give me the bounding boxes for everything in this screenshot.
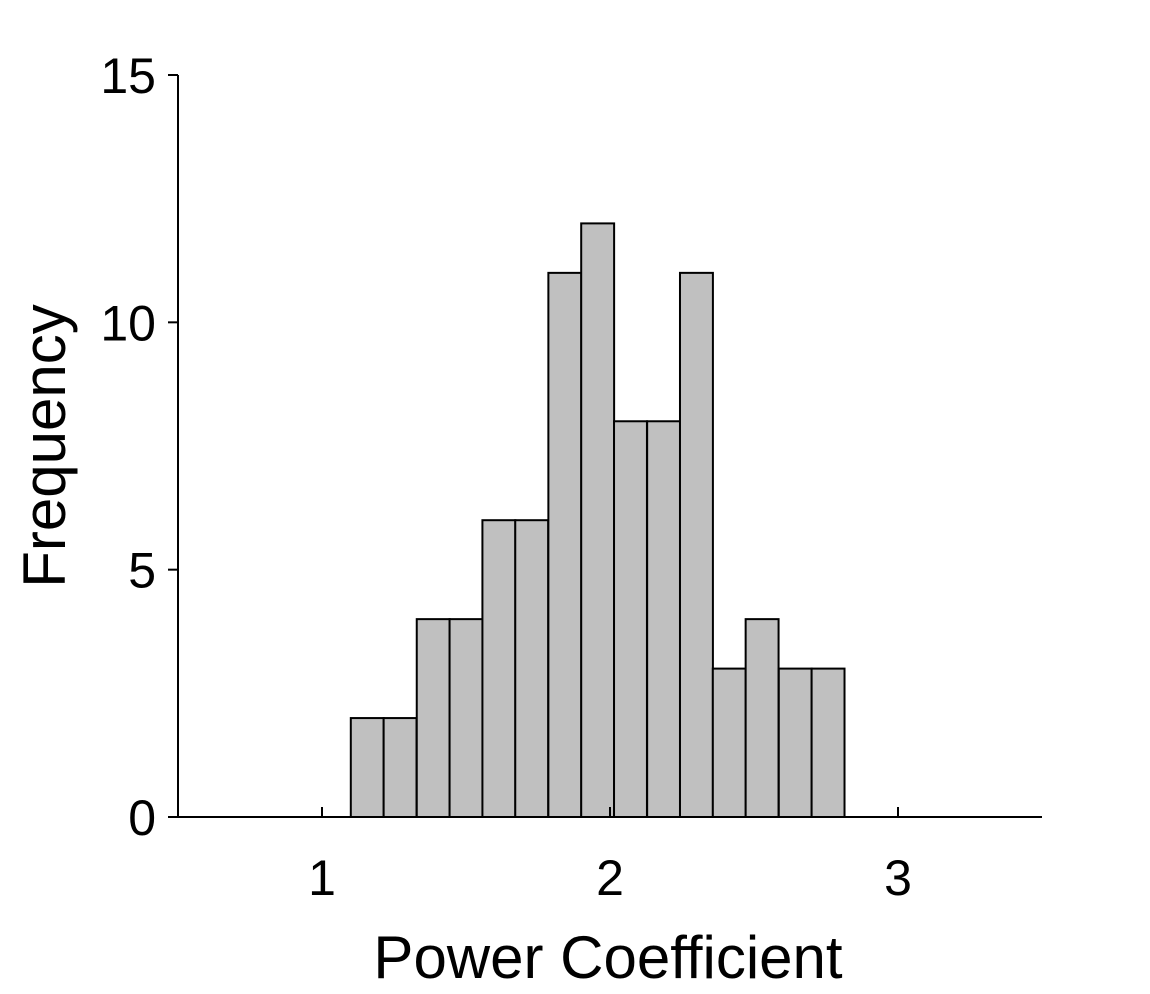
y-tick-label-15: 15 [100,48,156,104]
histogram-bar-7 [547,271,583,819]
y-tick-label-0: 0 [128,790,156,846]
histogram-bar-8 [580,222,616,818]
histogram-bar-4 [448,618,484,819]
y-axis-ticks: 0 5 10 15 [100,48,178,846]
histogram-bar-3 [415,618,451,819]
histogram-bar-11 [678,271,714,819]
histogram-bar-1 [349,717,385,818]
histogram-bar-13 [744,618,780,819]
y-axis-title: Frequency [11,304,78,587]
x-tick-label-2: 2 [596,850,624,906]
histogram-bar-14 [777,667,813,818]
histogram-bar-6 [514,519,550,818]
y-tick-label-5: 5 [128,543,156,599]
histogram-bar-9 [613,420,648,818]
x-tick-label-1: 1 [308,850,336,906]
y-tick-label-10: 10 [100,295,156,351]
x-axis-ticks: 1 2 3 [308,807,912,906]
histogram-bars [349,222,846,819]
histogram-bar-5 [481,519,517,818]
histogram-bar-12 [711,667,747,818]
x-axis-title: Power Coefficient [373,924,842,991]
histogram-bar-15 [810,667,846,818]
histogram-bar-2 [382,717,418,818]
histogram-bar-10 [646,420,682,818]
x-tick-label-3: 3 [884,850,912,906]
